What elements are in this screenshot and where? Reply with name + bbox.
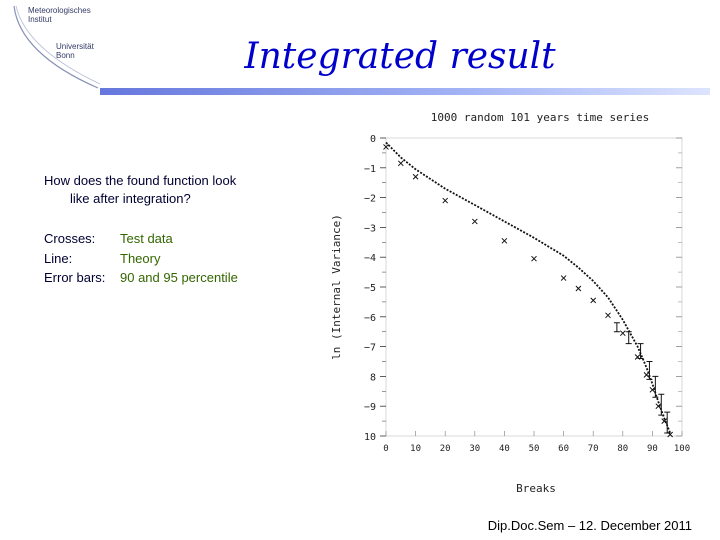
- data-cross: [531, 255, 537, 262]
- plot-frame: [385, 137, 683, 437]
- y-tick-label: 8: [370, 372, 376, 383]
- error-bar: [652, 375, 659, 398]
- question-line-2: like after integration?: [70, 191, 191, 206]
- data-cross: [560, 275, 567, 281]
- data-cross: [412, 173, 419, 180]
- y-tick-label: −2: [364, 194, 376, 205]
- error-bar: [637, 343, 644, 360]
- chart-title: 1000 random 101 years time series: [431, 111, 650, 124]
- x-tick-label: 40: [499, 444, 510, 454]
- y-tick-label: −6: [364, 313, 376, 324]
- data-cross: [442, 197, 449, 204]
- y-tick-label: −4: [364, 253, 376, 264]
- x-tick-label: 30: [469, 444, 480, 454]
- title-underline-bar: [100, 88, 710, 95]
- data-cross: [643, 372, 650, 378]
- logo-line-3: Universität: [56, 42, 94, 51]
- x-tick-label: 20: [440, 444, 451, 454]
- footer-text: Dip.Doc.Sem – 12. December 2011: [487, 518, 692, 533]
- logo-swoosh-icon: [13, 5, 101, 89]
- theory-line: [385, 141, 672, 434]
- data-cross: [649, 386, 656, 393]
- legend-value: 90 and 95 percentile: [120, 270, 238, 285]
- y-tick-label: 0: [370, 134, 376, 145]
- legend-value: Theory: [120, 250, 161, 266]
- x-tick-label: 0: [383, 444, 388, 454]
- x-tick-label: 80: [617, 444, 628, 454]
- error-bar: [646, 361, 653, 380]
- legend-row-error-bars: Error bars: 90 and 95 percentile: [44, 268, 238, 288]
- data-cross: [655, 403, 662, 410]
- data-cross: [619, 330, 626, 337]
- error-bar: [625, 331, 632, 345]
- data-cross: [501, 237, 508, 244]
- x-tick-label: 50: [529, 444, 540, 454]
- data-cross: [575, 285, 582, 292]
- y-tick-label: −9: [364, 402, 376, 413]
- logo-line-1: Meteorologisches: [28, 6, 91, 15]
- logo-line-4: Bonn: [56, 51, 75, 60]
- error-bar: [613, 322, 620, 333]
- legend-row-line: Line: Theory: [44, 249, 238, 269]
- x-tick-label: 100: [674, 444, 690, 454]
- y-tick-label: 10: [364, 432, 376, 443]
- data-cross: [397, 160, 404, 167]
- slide-title: Integrated result: [244, 36, 556, 77]
- data-cross: [383, 144, 389, 150]
- data-cross: [661, 418, 668, 424]
- x-tick-label: 60: [558, 444, 569, 454]
- data-cross: [605, 312, 611, 319]
- legend-value: Test data: [120, 231, 173, 246]
- x-tick-label: 90: [647, 444, 658, 454]
- chart: 1000 random 101 years time series 0 −1 −2 −3…: [330, 111, 690, 495]
- legend-row-crosses: Crosses: Test data: [44, 229, 238, 249]
- error-bar: [658, 393, 665, 416]
- y-tick-label: −1: [364, 164, 376, 175]
- question-text: How does the found function look like af…: [44, 172, 314, 208]
- question-line-1: How does the found function look: [44, 173, 237, 188]
- y-axis-label: ln (Internal Variance): [330, 214, 343, 360]
- data-cross: [471, 218, 478, 225]
- y-tick-label: −7: [364, 343, 376, 354]
- legend-key: Crosses:: [44, 231, 96, 246]
- x-tick-label: 10: [410, 444, 421, 454]
- x-axis-label: Breaks: [516, 482, 556, 495]
- y-tick-label: −5: [364, 283, 376, 294]
- error-bar: [664, 411, 671, 434]
- legend-key: Error bars:: [44, 270, 106, 285]
- y-tick-label: −3: [364, 223, 376, 234]
- institute-logo: Meteorologisches Institut Universität Bo…: [6, 4, 102, 90]
- legend-key: Line:: [44, 250, 73, 266]
- x-tick-label: 70: [588, 444, 599, 454]
- logo-line-2: Institut: [28, 15, 52, 24]
- legend-description: Crosses: Test data Line: Theory Error ba…: [44, 229, 238, 288]
- data-cross: [590, 297, 597, 304]
